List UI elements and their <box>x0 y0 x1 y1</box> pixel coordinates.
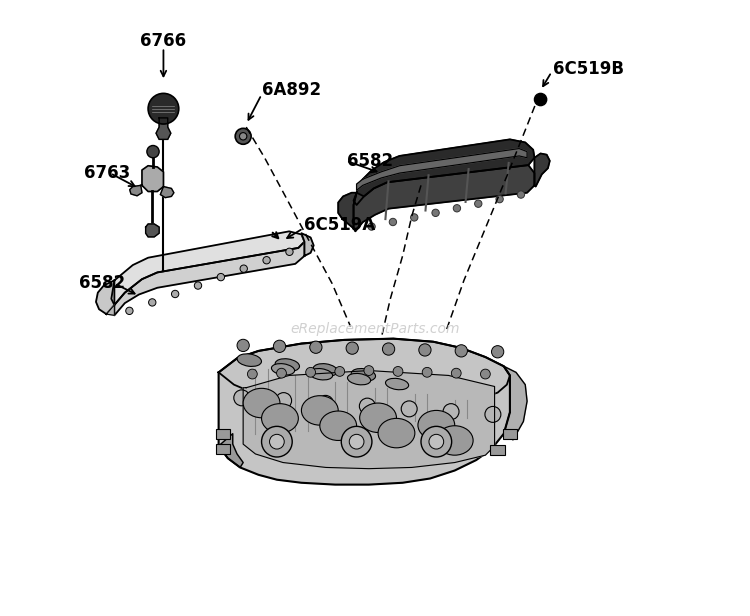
Circle shape <box>485 407 501 423</box>
Circle shape <box>306 367 316 377</box>
Polygon shape <box>115 241 304 315</box>
Text: 6582: 6582 <box>347 152 394 170</box>
Circle shape <box>421 426 452 457</box>
Text: 6A892: 6A892 <box>262 81 321 99</box>
Polygon shape <box>353 139 535 205</box>
Polygon shape <box>504 367 527 440</box>
Ellipse shape <box>378 418 415 448</box>
Circle shape <box>240 265 248 272</box>
Polygon shape <box>219 339 510 413</box>
Polygon shape <box>160 187 174 198</box>
Circle shape <box>126 307 133 315</box>
Circle shape <box>443 403 459 419</box>
Text: 6582: 6582 <box>80 275 125 293</box>
Polygon shape <box>219 339 510 485</box>
Bar <box>215 444 230 454</box>
Ellipse shape <box>347 373 370 385</box>
Circle shape <box>276 392 292 408</box>
Circle shape <box>236 128 251 144</box>
Polygon shape <box>156 118 171 139</box>
Circle shape <box>172 290 178 298</box>
Ellipse shape <box>272 363 295 375</box>
Circle shape <box>518 191 525 198</box>
Polygon shape <box>130 185 142 196</box>
Circle shape <box>452 368 461 378</box>
Circle shape <box>496 195 503 203</box>
Circle shape <box>368 223 375 230</box>
Circle shape <box>274 340 286 352</box>
Bar <box>503 429 518 439</box>
Circle shape <box>393 367 403 376</box>
Circle shape <box>334 367 345 376</box>
Circle shape <box>491 346 504 358</box>
Circle shape <box>317 395 334 411</box>
Circle shape <box>535 94 547 105</box>
Polygon shape <box>356 148 527 190</box>
Ellipse shape <box>237 354 262 367</box>
Circle shape <box>147 145 159 158</box>
Circle shape <box>237 339 249 352</box>
Ellipse shape <box>302 395 338 425</box>
Polygon shape <box>146 224 159 237</box>
Circle shape <box>277 368 286 378</box>
Circle shape <box>286 248 293 256</box>
Circle shape <box>422 367 432 377</box>
Circle shape <box>194 282 202 290</box>
Ellipse shape <box>360 403 397 432</box>
Polygon shape <box>111 232 304 305</box>
Circle shape <box>432 209 439 217</box>
Polygon shape <box>243 371 494 469</box>
Text: 6C519A: 6C519A <box>304 216 376 234</box>
Ellipse shape <box>314 363 338 376</box>
Circle shape <box>346 342 358 354</box>
Circle shape <box>455 345 467 357</box>
Circle shape <box>262 426 292 457</box>
Circle shape <box>310 341 322 354</box>
Ellipse shape <box>386 378 409 390</box>
Ellipse shape <box>320 411 356 440</box>
Circle shape <box>401 401 417 417</box>
Polygon shape <box>106 305 115 315</box>
Circle shape <box>389 218 397 225</box>
Text: eReplacementParts.com: eReplacementParts.com <box>290 322 460 336</box>
Ellipse shape <box>351 368 376 381</box>
Ellipse shape <box>436 426 473 455</box>
Circle shape <box>148 94 178 124</box>
Circle shape <box>234 390 250 406</box>
Ellipse shape <box>418 410 454 440</box>
Polygon shape <box>219 434 243 468</box>
Polygon shape <box>302 233 313 256</box>
Circle shape <box>364 366 374 376</box>
Circle shape <box>263 256 270 264</box>
Circle shape <box>410 214 418 221</box>
Polygon shape <box>535 153 550 187</box>
Circle shape <box>359 398 375 414</box>
Circle shape <box>239 132 247 140</box>
Polygon shape <box>353 165 535 232</box>
Circle shape <box>453 205 460 212</box>
Ellipse shape <box>310 368 332 380</box>
Circle shape <box>248 369 257 379</box>
Circle shape <box>429 434 444 449</box>
Polygon shape <box>338 193 356 229</box>
Circle shape <box>481 369 490 379</box>
Polygon shape <box>96 280 115 314</box>
Circle shape <box>382 343 394 355</box>
Text: 6763: 6763 <box>84 164 130 182</box>
Circle shape <box>475 200 482 208</box>
Circle shape <box>148 299 156 306</box>
Text: 6766: 6766 <box>140 32 187 51</box>
Circle shape <box>419 344 431 356</box>
Circle shape <box>341 426 372 457</box>
Ellipse shape <box>243 388 280 418</box>
Text: 6C519B: 6C519B <box>553 60 624 78</box>
Bar <box>215 429 230 439</box>
Circle shape <box>217 274 224 281</box>
Polygon shape <box>142 166 164 192</box>
Ellipse shape <box>262 403 299 433</box>
Bar <box>490 445 505 455</box>
Circle shape <box>269 434 284 449</box>
Circle shape <box>350 434 364 449</box>
Ellipse shape <box>275 359 299 371</box>
